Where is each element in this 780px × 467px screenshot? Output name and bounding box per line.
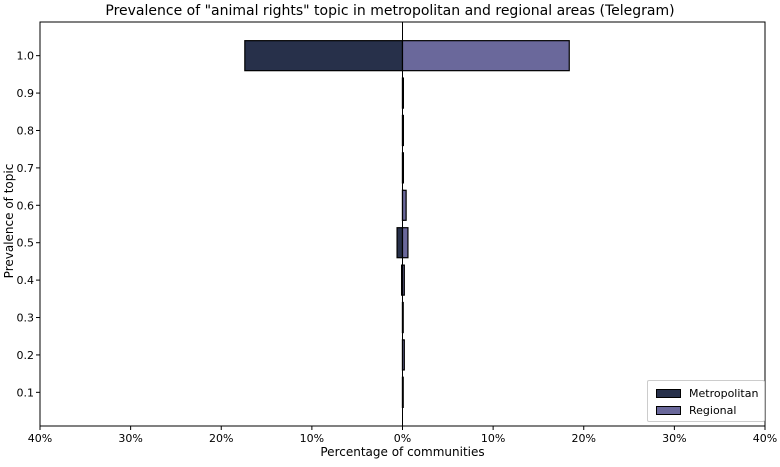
y-tick-label: 0.5 <box>17 237 35 250</box>
y-tick-label: 0.1 <box>17 386 35 399</box>
legend-label-metropolitan: Metropolitan <box>689 386 759 400</box>
legend-item-regional: Regional <box>656 403 736 417</box>
bar-regional-0.6 <box>401 189 407 221</box>
x-tick-label: 30% <box>118 432 142 445</box>
legend-swatch-metropolitan <box>656 388 681 398</box>
legend-item-metropolitan: Metropolitan <box>656 386 758 400</box>
y-tick-label: 0.6 <box>17 199 35 212</box>
x-tick-label: 10% <box>481 432 505 445</box>
y-tick-label: 0.3 <box>17 312 35 325</box>
legend-swatch-regional <box>656 405 681 415</box>
chart-title: Prevalence of "animal rights" topic in m… <box>105 3 675 19</box>
y-tick-label: 0.9 <box>17 87 35 100</box>
y-tick-label: 0.2 <box>17 349 35 362</box>
bar-metropolitan-0.5 <box>396 227 404 259</box>
bar-regional-0.5 <box>401 227 409 259</box>
legend-label-regional: Regional <box>689 403 737 417</box>
x-tick-label: 0% <box>394 432 411 445</box>
y-tick-label: 0.7 <box>17 162 35 175</box>
x-tick-label: 30% <box>662 432 686 445</box>
bar-regional-1.0 <box>401 40 570 72</box>
y-tick-label: 0.4 <box>17 274 35 287</box>
y-axis-label: Prevalence of topic <box>2 163 16 279</box>
legend: Metropolitan Regional <box>647 380 765 422</box>
x-tick-label: 40% <box>753 432 777 445</box>
x-tick-label: 10% <box>300 432 324 445</box>
x-tick-label: 40% <box>28 432 52 445</box>
y-tick-label: 1.0 <box>17 50 35 63</box>
y-tick-label: 0.8 <box>17 124 35 137</box>
bar-metropolitan-1.0 <box>244 40 404 72</box>
x-tick-label: 20% <box>209 432 233 445</box>
x-tick-label: 20% <box>572 432 596 445</box>
x-axis-label: Percentage of communities <box>320 445 485 459</box>
